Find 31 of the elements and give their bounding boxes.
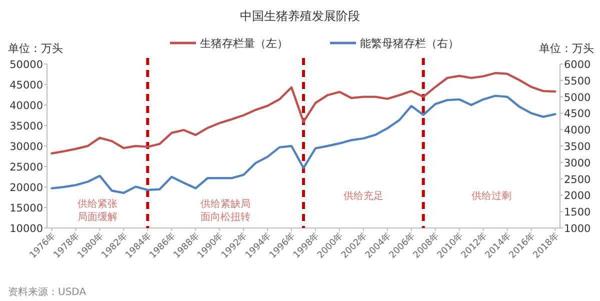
- y-tick-label: 45000: [10, 80, 43, 92]
- chart-title: 中国生猪养殖发展阶段: [240, 9, 360, 23]
- y-tick-label: 35000: [10, 120, 43, 132]
- y2-tick-label: 5000: [564, 92, 591, 104]
- y-tick-label: 40000: [10, 100, 43, 112]
- y2-axis-title: 单位：万头: [539, 42, 594, 55]
- y-axis-title: 单位：万头: [8, 42, 63, 55]
- y-tick-label: 50000: [10, 59, 43, 71]
- text: 资料来源：USDA: [8, 286, 86, 298]
- annotation: 供给过剩: [472, 190, 512, 202]
- legend-label: 能繁母猪存栏（右）: [360, 37, 459, 50]
- y2-tick-label: 1500: [564, 206, 591, 219]
- y2-tick-label: 4500: [564, 108, 591, 120]
- y2-tick-label: 3500: [564, 141, 591, 153]
- annotation: 供给紧张局面缓解: [77, 198, 118, 223]
- annotation: 供给紧缺局面向松扭转: [200, 198, 251, 223]
- y2-tick-label: 6000: [564, 59, 591, 71]
- y-tick-label: 15000: [10, 202, 43, 214]
- line-series: [50, 72, 556, 154]
- annotation: 供给充足: [343, 190, 384, 202]
- y2-tick-label: 2500: [564, 174, 591, 186]
- y2-tick-label: 1000: [564, 223, 591, 235]
- y-tick-label: 10000: [10, 223, 43, 235]
- y2-tick-label: 4000: [564, 124, 591, 137]
- y-tick-label: 30000: [10, 141, 43, 153]
- y-tick-label: 25000: [10, 162, 43, 174]
- y2-tick-label: 3000: [564, 157, 591, 170]
- y2-tick-label: 2000: [564, 190, 591, 202]
- y2-tick-label: 5500: [564, 75, 591, 88]
- legend-label: 生猪存栏量（左）: [200, 37, 288, 50]
- y-tick-label: 20000: [10, 182, 43, 194]
